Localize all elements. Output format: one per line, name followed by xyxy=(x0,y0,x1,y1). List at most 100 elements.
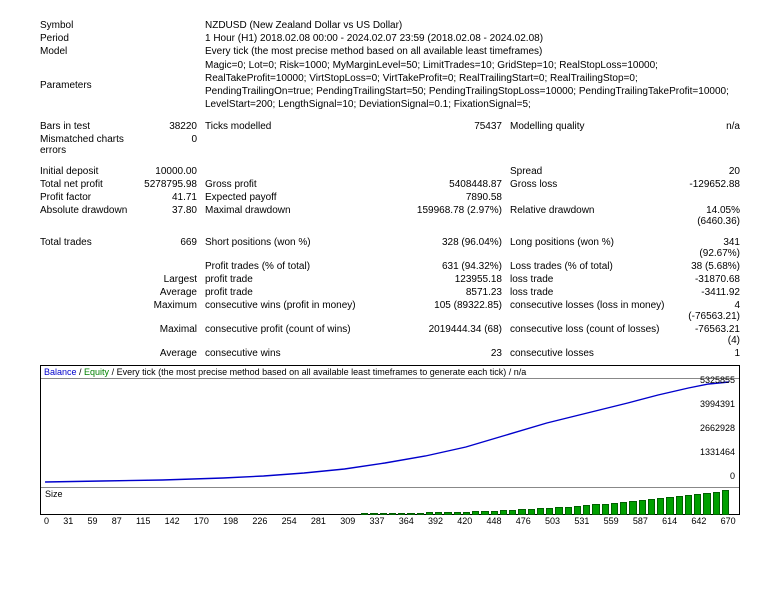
chart-header: Balance / Equity / Every tick (the most … xyxy=(41,366,739,379)
lot-size-bar xyxy=(555,507,562,515)
pt-value: 631 (94.32%) xyxy=(395,261,510,272)
lt-label: Loss trades (% of total) xyxy=(510,261,680,272)
lot-size-bar xyxy=(722,490,729,515)
x-axis-label: 31 xyxy=(63,516,73,526)
lot-size-bar xyxy=(528,509,535,515)
bars-value: 38220 xyxy=(135,121,205,132)
bars-label: Bars in test xyxy=(40,121,135,132)
lot-size-bar xyxy=(426,512,433,515)
mcl-label: consecutive losses (loss in money) xyxy=(510,300,680,322)
y-axis-label: 5325855 xyxy=(700,375,735,385)
lpt-value: 123955.18 xyxy=(395,274,510,285)
chart-body: 53258553994391266292813314640 xyxy=(41,379,739,487)
lot-size-bar xyxy=(703,493,710,515)
x-axis-label: 420 xyxy=(457,516,472,526)
size-label: Size xyxy=(45,489,63,499)
chart-xaxis: 0315987115142170198226254281309337364392… xyxy=(40,516,740,526)
apt-label: profit trade xyxy=(205,287,395,298)
x-axis-label: 531 xyxy=(574,516,589,526)
symbol-value: NZDUSD (New Zealand Dollar vs US Dollar) xyxy=(205,20,402,31)
short-label: Short positions (won %) xyxy=(205,237,395,259)
period-value: 1 Hour (H1) 2018.02.08 00:00 - 2024.02.0… xyxy=(205,33,543,44)
deposit-value: 10000.00 xyxy=(135,166,205,177)
x-axis-label: 642 xyxy=(691,516,706,526)
mcl-value: 4 (-76563.21) xyxy=(680,300,740,322)
gp-label: Gross profit xyxy=(205,179,395,190)
x-axis-label: 476 xyxy=(516,516,531,526)
gp-value: 5408448.87 xyxy=(395,179,510,190)
lot-size-bar xyxy=(407,513,414,515)
x-axis-label: 142 xyxy=(165,516,180,526)
lot-size-bar xyxy=(574,506,581,515)
x-axis-label: 364 xyxy=(399,516,414,526)
period-label: Period xyxy=(40,33,135,44)
x-axis-label: 670 xyxy=(721,516,736,526)
gl-label: Gross loss xyxy=(510,179,680,190)
x-axis-label: 281 xyxy=(311,516,326,526)
deposit-label: Initial deposit xyxy=(40,166,135,177)
ep-label: Expected payoff xyxy=(205,192,395,203)
x-axis-label: 309 xyxy=(340,516,355,526)
x-axis-label: 503 xyxy=(545,516,560,526)
maximal-label: Maximal xyxy=(135,324,205,346)
x-axis-label: 198 xyxy=(223,516,238,526)
lot-size-bar xyxy=(639,500,646,515)
model-label: Model xyxy=(40,46,135,57)
mcw-value: 105 (89322.85) xyxy=(395,300,510,322)
x-axis-label: 254 xyxy=(282,516,297,526)
y-axis-label: 0 xyxy=(730,471,735,481)
row-symbol: Symbol NZDUSD (New Zealand Dollar vs US … xyxy=(40,20,740,31)
lot-size-bar xyxy=(454,512,461,515)
alt-value: -3411.92 xyxy=(680,287,740,298)
lot-size-bar xyxy=(713,492,720,515)
lot-size-bar xyxy=(518,509,525,515)
ticks-value: 75437 xyxy=(395,121,510,132)
chart-header-rest: / Every tick (the most precise method ba… xyxy=(109,367,526,377)
maxl-label: consecutive loss (count of losses) xyxy=(510,324,680,346)
lot-size-bar xyxy=(657,498,664,515)
row-trades: Total trades 669 Short positions (won %)… xyxy=(40,237,740,259)
x-axis-label: 115 xyxy=(136,516,150,526)
spread-label: Spread xyxy=(510,166,680,177)
lot-size-bar xyxy=(546,508,553,515)
lot-size-bar xyxy=(629,501,636,515)
net-value: 5278795.98 xyxy=(135,179,205,190)
y-axis-label: 2662928 xyxy=(700,423,735,433)
pf-label: Profit factor xyxy=(40,192,135,203)
model-value: Every tick (the most precise method base… xyxy=(205,46,542,57)
y-axis-label: 1331464 xyxy=(700,447,735,457)
row-deposit: Initial deposit 10000.00 Spread 20 xyxy=(40,166,740,177)
lot-size-bar xyxy=(481,511,488,515)
row-bars: Bars in test 38220 Ticks modelled 75437 … xyxy=(40,121,740,132)
mq-value: n/a xyxy=(680,121,740,132)
row-netprofit: Total net profit 5278795.98 Gross profit… xyxy=(40,179,740,190)
lot-size-bar xyxy=(491,511,498,515)
row-period: Period 1 Hour (H1) 2018.02.08 00:00 - 20… xyxy=(40,33,740,44)
lot-size-bar xyxy=(676,496,683,515)
lot-size-bar xyxy=(565,507,572,515)
lot-size-bar xyxy=(666,497,673,515)
pf-value: 41.71 xyxy=(135,192,205,203)
x-axis-label: 59 xyxy=(88,516,98,526)
long-value: 341 (92.67%) xyxy=(680,237,740,259)
row-parameters: Parameters Magic=0; Lot=0; Risk=1000; My… xyxy=(40,59,740,111)
lot-size-bar xyxy=(537,508,544,515)
lot-size-bar xyxy=(592,504,599,515)
gl-value: -129652.88 xyxy=(680,179,740,190)
acw-value: 23 xyxy=(395,348,510,359)
acw-label: consecutive wins xyxy=(205,348,395,359)
x-axis-label: 614 xyxy=(662,516,677,526)
lot-size-bar xyxy=(361,513,368,515)
parameters-value: Magic=0; Lot=0; Risk=1000; MyMarginLevel… xyxy=(205,59,740,111)
largest-label: Largest xyxy=(135,274,205,285)
spread-value: 20 xyxy=(680,166,740,177)
row-mismatch: Mismatched charts errors 0 xyxy=(40,134,740,156)
lot-size-bar xyxy=(444,512,451,515)
x-axis-label: 87 xyxy=(112,516,122,526)
y-axis-label: 3994391 xyxy=(700,399,735,409)
lot-size-bar xyxy=(500,510,507,515)
x-axis-label: 587 xyxy=(633,516,648,526)
lpt-label: profit trade xyxy=(205,274,395,285)
lot-size-bar xyxy=(472,511,479,515)
mcw-label: consecutive wins (profit in money) xyxy=(205,300,395,322)
